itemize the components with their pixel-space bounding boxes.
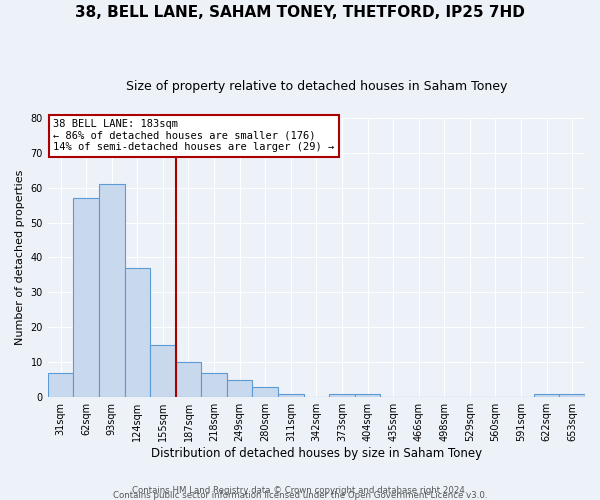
Bar [355, 394, 380, 397]
Bar [125, 268, 150, 397]
X-axis label: Distribution of detached houses by size in Saham Toney: Distribution of detached houses by size … [151, 447, 482, 460]
Title: Size of property relative to detached houses in Saham Toney: Size of property relative to detached ho… [126, 80, 507, 93]
Bar [227, 380, 253, 397]
Bar [534, 394, 559, 397]
Bar [73, 198, 99, 397]
Text: 38, BELL LANE, SAHAM TONEY, THETFORD, IP25 7HD: 38, BELL LANE, SAHAM TONEY, THETFORD, IP… [75, 5, 525, 20]
Bar [99, 184, 125, 397]
Bar [48, 373, 73, 397]
Bar [253, 386, 278, 397]
Bar [201, 373, 227, 397]
Text: Contains public sector information licensed under the Open Government Licence v3: Contains public sector information licen… [113, 491, 487, 500]
Y-axis label: Number of detached properties: Number of detached properties [15, 170, 25, 345]
Bar [329, 394, 355, 397]
Text: Contains HM Land Registry data © Crown copyright and database right 2024.: Contains HM Land Registry data © Crown c… [132, 486, 468, 495]
Bar [176, 362, 201, 397]
Bar [278, 394, 304, 397]
Bar [150, 345, 176, 397]
Text: 38 BELL LANE: 183sqm
← 86% of detached houses are smaller (176)
14% of semi-deta: 38 BELL LANE: 183sqm ← 86% of detached h… [53, 119, 334, 152]
Bar [559, 394, 585, 397]
